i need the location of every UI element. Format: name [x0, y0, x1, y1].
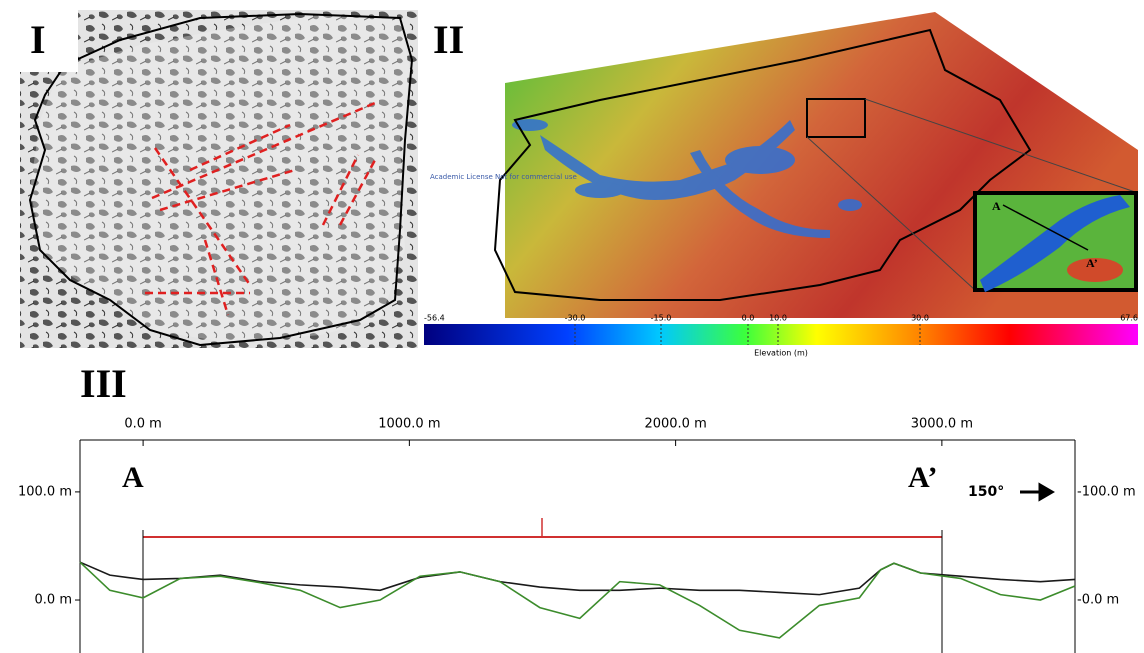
- colorbar-label: Elevation (m): [754, 349, 808, 358]
- watermark: Academic License Not for commercial use: [430, 173, 577, 181]
- y2-tick-label: -0.0 m: [1077, 593, 1119, 608]
- inset-label: A’: [1086, 256, 1098, 270]
- x-tick-label: 3000.0 m: [911, 417, 973, 432]
- colorbar-tick-label: 30.0: [911, 314, 929, 323]
- colorbar-tick-label: 10.0: [769, 314, 787, 323]
- inset-label: A: [992, 199, 1001, 213]
- colorbar-tick-label: -15.0: [651, 314, 672, 323]
- profile-line: [80, 562, 1075, 638]
- y2-tick-label: -100.0 m: [1077, 484, 1136, 499]
- panel-one-map: [20, 10, 418, 348]
- panel-label: III: [80, 361, 127, 406]
- x-tick-label: 1000.0 m: [378, 417, 440, 432]
- y-tick-label: 100.0 m: [18, 484, 72, 499]
- figure-canvas: I II Academic License Not for commercial…: [0, 0, 1144, 653]
- x-tick-label: 2000.0 m: [644, 417, 706, 432]
- colorbar-tick-label: -56.4: [424, 314, 445, 323]
- annotation: 150°: [968, 484, 1004, 500]
- annotation: A: [122, 461, 144, 494]
- colorbar-tick-label: 0.0: [742, 314, 755, 323]
- colorbar-tick-label: -30.0: [565, 314, 586, 323]
- colorbar-tick-label: 67.6: [1120, 314, 1138, 323]
- panel-label: I: [30, 17, 46, 62]
- y-tick-label: 0.0 m: [35, 593, 72, 608]
- annotation: A’: [908, 461, 937, 494]
- x-tick-label: 0.0 m: [124, 417, 161, 432]
- panel-two-map: [495, 12, 1138, 318]
- figure: I II Academic License Not for commercial…: [0, 0, 1144, 653]
- panel-label: II: [433, 17, 464, 62]
- colorbar: [424, 324, 1138, 345]
